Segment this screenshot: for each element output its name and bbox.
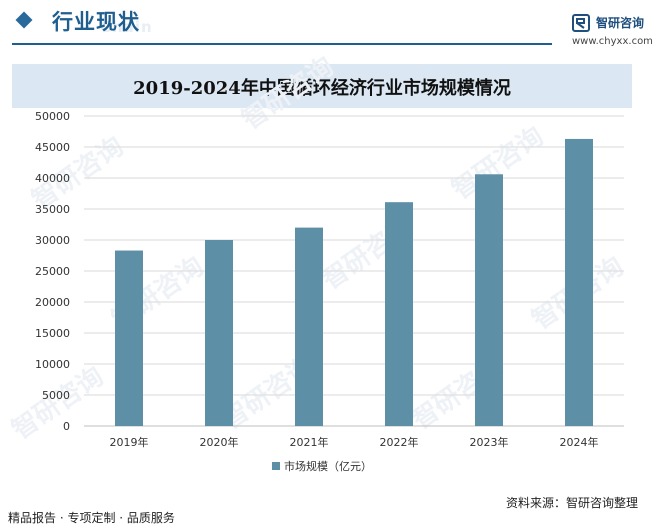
section-header: Chain 行业现状	[0, 0, 658, 45]
legend-swatch	[272, 462, 280, 470]
watermark-text: 智研咨询	[236, 51, 339, 136]
y-tick-label: 0	[63, 420, 70, 433]
brand-logo-icon	[572, 14, 590, 32]
x-tick-label: 2020年	[200, 435, 239, 449]
y-tick-label: 30000	[35, 234, 70, 247]
y-tick-label: 35000	[35, 203, 70, 216]
watermark-text: 智研咨询	[6, 361, 109, 446]
x-tick-label: 2021年	[290, 435, 329, 449]
header-divider	[12, 43, 552, 45]
footer-tagline: 精品报告 · 专项定制 · 品质服务	[8, 511, 175, 525]
x-tick-label: 2022年	[380, 435, 419, 449]
bar	[115, 250, 143, 426]
x-tick-label: 2024年	[560, 435, 599, 449]
bar	[205, 240, 233, 426]
source-note: 资料来源：智研咨询整理	[506, 496, 639, 510]
x-tick-label: 2019年	[110, 435, 149, 449]
y-tick-label: 40000	[35, 172, 70, 185]
header-ghost-text: Chain	[100, 18, 153, 36]
brand-url: www.chyxx.com	[572, 36, 653, 47]
legend-label: 市场规模（亿元）	[284, 459, 372, 473]
x-tick-label: 2023年	[470, 435, 509, 449]
y-tick-label: 25000	[35, 265, 70, 278]
bar	[295, 227, 323, 426]
chart-title-band: 2019-2024年中国循环经济行业市场规模情况	[12, 64, 632, 108]
y-tick-label: 45000	[35, 141, 70, 154]
bar	[475, 174, 503, 426]
y-tick-label: 50000	[35, 110, 70, 123]
bar	[385, 202, 413, 426]
y-tick-label: 5000	[42, 389, 70, 402]
bar-chart: 智研咨询智研咨询智研咨询智研咨询智研咨询智研咨询智研咨询智研咨询智研咨询0500…	[6, 51, 629, 473]
y-tick-label: 20000	[35, 296, 70, 309]
y-tick-label: 15000	[35, 327, 70, 340]
section-title: 行业现状	[52, 10, 140, 34]
chart-title: 2019-2024年中国循环经济行业市场规模情况	[133, 78, 511, 99]
bar	[565, 138, 593, 426]
y-tick-label: 10000	[35, 358, 70, 371]
brand-name: 智研咨询	[596, 16, 645, 30]
